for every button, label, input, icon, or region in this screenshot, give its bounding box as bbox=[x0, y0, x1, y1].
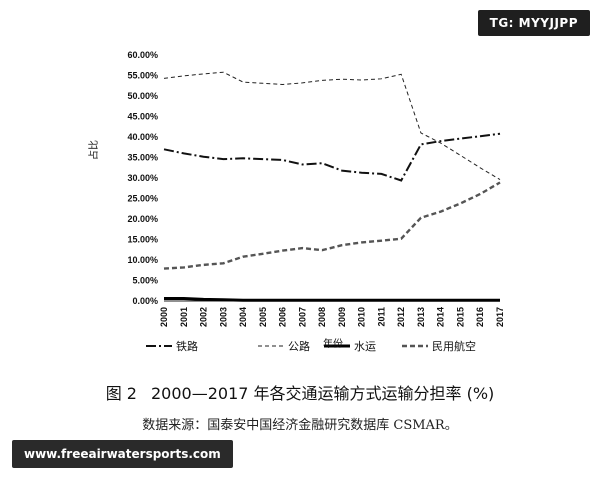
x-axis-label: 年份 bbox=[323, 337, 343, 350]
y-axis-label: 占比 bbox=[87, 140, 100, 160]
y-tick-label: 25.00% bbox=[127, 194, 158, 204]
x-tick-label: 2008 bbox=[317, 307, 327, 327]
x-tick-label: 2011 bbox=[376, 307, 386, 327]
y-tick-label: 35.00% bbox=[127, 153, 158, 163]
y-tick-label: 50.00% bbox=[127, 91, 158, 101]
y-tick-label: 20.00% bbox=[127, 214, 158, 224]
x-tick-label: 2002 bbox=[199, 307, 209, 327]
x-tick-label: 2007 bbox=[297, 307, 307, 327]
legend: 铁路 公路 水运 民用航空 bbox=[146, 339, 476, 353]
figure-title: 2000—2017 年各交通运输方式运输分担率 (%) bbox=[150, 384, 495, 403]
legend-label-1: 公路 bbox=[288, 340, 310, 353]
line-chart: 占比 0.00% 5.00% 10.00% 15.00% 20.00% 25.00% 30.… bbox=[87, 50, 505, 353]
y-tick-label: 55.00% bbox=[127, 71, 158, 81]
x-tick-label: 2015 bbox=[455, 307, 465, 327]
x-tick-label: 2001 bbox=[179, 307, 189, 327]
y-tick-label: 10.00% bbox=[127, 255, 158, 265]
y-tick-label: 60.00% bbox=[127, 50, 158, 60]
source-note: 数据来源：国泰安中国经济金融研究数据库 CSMAR。 bbox=[142, 418, 458, 433]
y-tick-label: 15.00% bbox=[127, 235, 158, 245]
x-tick-label: 2000 bbox=[159, 307, 169, 327]
figure-number: 图 2 bbox=[105, 384, 137, 403]
website-link[interactable]: www.freeairwatersports.com bbox=[12, 440, 233, 468]
y-tick-label: 0.00% bbox=[132, 296, 158, 306]
x-tick-label: 2014 bbox=[436, 307, 446, 327]
x-tick-label: 2013 bbox=[416, 307, 426, 327]
series-line-2 bbox=[164, 297, 500, 302]
legend-label-2: 水运 bbox=[354, 340, 376, 353]
legend-label-3: 民用航空 bbox=[432, 339, 476, 353]
x-tick-label: 2006 bbox=[278, 307, 288, 327]
x-tick-label: 2003 bbox=[218, 307, 228, 327]
series-line-3 bbox=[163, 181, 501, 270]
x-tick-label: 2004 bbox=[238, 307, 248, 327]
series-line-1 bbox=[163, 71, 501, 181]
y-tick-label: 5.00% bbox=[132, 276, 158, 286]
x-tick-label: 2010 bbox=[357, 307, 367, 327]
series-line-0 bbox=[163, 132, 501, 182]
x-tick-label: 2012 bbox=[396, 307, 406, 327]
y-tick-label: 45.00% bbox=[127, 112, 158, 122]
y-tick-label: 30.00% bbox=[127, 173, 158, 183]
figure-caption: 图 2 2000—2017 年各交通运输方式运输分担率 (%) bbox=[0, 380, 600, 404]
x-tick-label: 2017 bbox=[495, 307, 505, 327]
watermark-badge: TG: MYYJJPP bbox=[477, 10, 590, 36]
x-tick-label: 2009 bbox=[337, 307, 347, 327]
x-tick-label: 2016 bbox=[475, 307, 485, 327]
x-tick-label: 2005 bbox=[258, 307, 268, 327]
legend-label-0: 铁路 bbox=[176, 340, 198, 353]
y-tick-label: 40.00% bbox=[127, 132, 158, 142]
